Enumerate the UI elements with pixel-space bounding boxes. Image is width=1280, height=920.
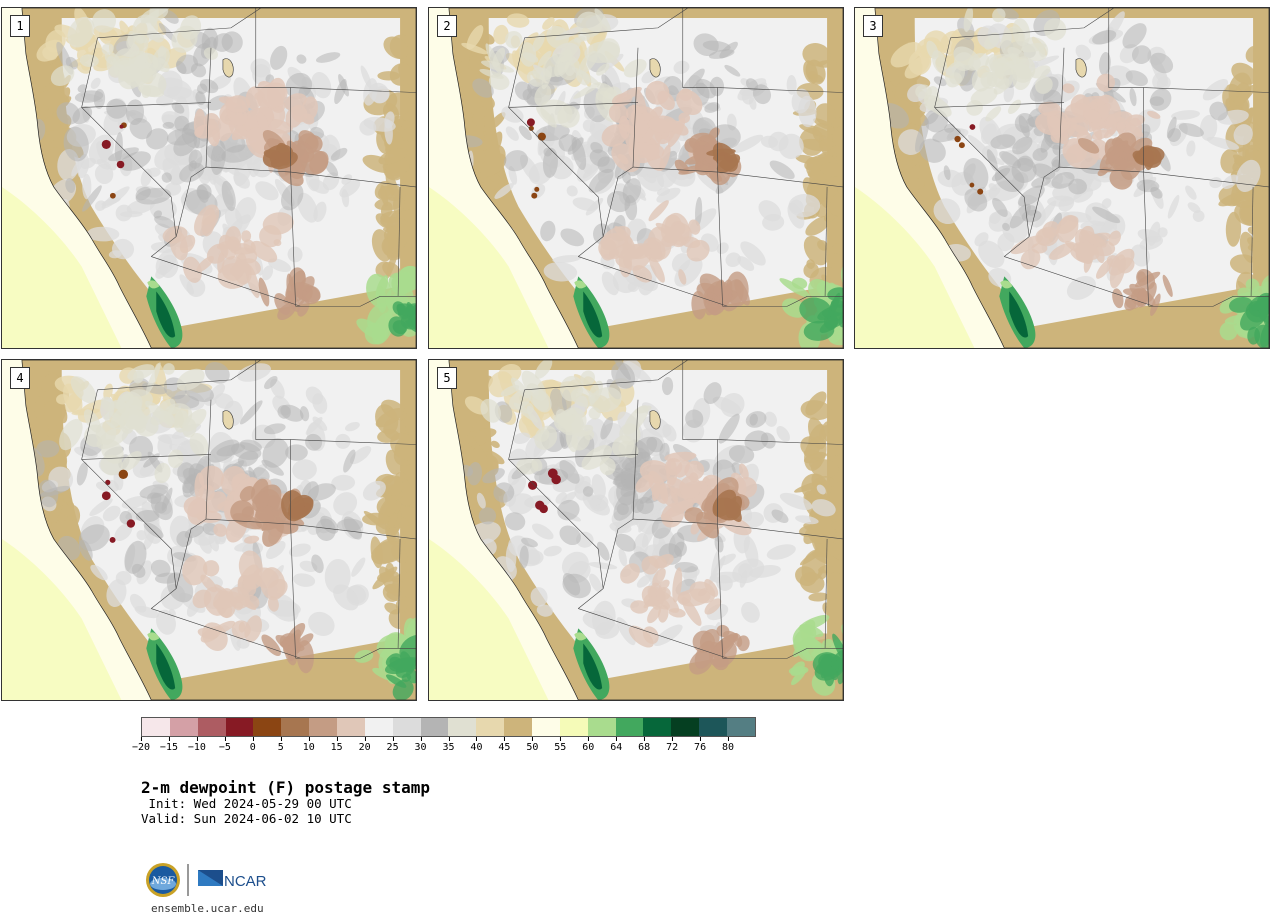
- colorbar-swatch: [169, 718, 198, 736]
- map-panel-1: 1: [1, 7, 417, 349]
- colorbar-tick-label: 15: [331, 737, 343, 753]
- colorbar-tick-label: 55: [554, 737, 566, 753]
- colorbar-tick-label: 68: [638, 737, 650, 753]
- map-panel-2: 2: [428, 7, 844, 349]
- colorbar-swatch: [476, 718, 505, 736]
- colorbar-swatch: [559, 718, 588, 736]
- colorbar-swatch: [281, 718, 310, 736]
- colorbar-tick-label: 5: [278, 737, 284, 753]
- colorbar-tick-label: −10: [188, 737, 206, 753]
- colorbar-swatch: [643, 718, 672, 736]
- colorbar-swatch: [309, 718, 338, 736]
- panel-label: 1: [10, 15, 30, 37]
- colorbar: [141, 717, 756, 737]
- colorbar-swatch: [142, 718, 170, 736]
- colorbar-swatch: [727, 718, 755, 736]
- logos: NSF NCAR: [145, 862, 285, 898]
- ncar-logo-text: NCAR: [224, 873, 267, 890]
- colorbar-tick-label: 35: [442, 737, 455, 753]
- colorbar-swatch: [699, 718, 728, 736]
- colorbar-swatch: [615, 718, 644, 736]
- map-panel-4: 4: [1, 359, 417, 701]
- colorbar-tick-label: 25: [387, 737, 399, 753]
- colorbar-tick-label: −20: [132, 737, 150, 753]
- colorbar-tick-label: 80: [722, 737, 734, 753]
- panel-label: 4: [10, 367, 30, 389]
- colorbar-ticks: −20 −15 −10 −5 0 5 10 15 20 25 30 35 40 45 50 55 60 64 68 7…: [132, 737, 756, 761]
- colorbar-tick-label: 64: [610, 737, 622, 753]
- panel-label: 2: [437, 15, 457, 37]
- map-panel-5: 5: [428, 359, 844, 701]
- dewpoint-map: [2, 8, 416, 348]
- map-panel-3: 3: [854, 7, 1270, 349]
- colorbar-tick-label: 20: [359, 737, 371, 753]
- colorbar-tick-label: 30: [415, 737, 427, 753]
- colorbar-swatch: [420, 718, 449, 736]
- colorbar-swatch: [364, 718, 393, 736]
- ncar-logo: NCAR: [198, 870, 267, 890]
- colorbar-tick-label: 76: [694, 737, 706, 753]
- panel-label: 3: [863, 15, 883, 37]
- colorbar-tick-label: 0: [250, 737, 256, 753]
- colorbar-swatch: [392, 718, 421, 736]
- colorbar-tick-label: 45: [498, 737, 510, 753]
- valid-time: Valid: Sun 2024-06-02 10 UTC: [141, 811, 352, 826]
- colorbar-swatch: [197, 718, 226, 736]
- nsf-logo-text: NSF: [151, 876, 176, 887]
- colorbar-swatch: [504, 718, 533, 736]
- colorbar-swatch: [253, 718, 282, 736]
- colorbar-tick-label: 50: [526, 737, 538, 753]
- colorbar-swatch: [337, 718, 365, 736]
- colorbar-swatch: [225, 718, 254, 736]
- panel-label: 5: [437, 367, 457, 389]
- colorbar-tick-label: −15: [160, 737, 178, 753]
- colorbar-swatch: [532, 718, 560, 736]
- colorbar-tick-label: 10: [303, 737, 315, 753]
- dewpoint-map: [2, 360, 416, 700]
- colorbar-tick-label: −5: [219, 737, 231, 753]
- dewpoint-map: [429, 360, 843, 700]
- colorbar-swatch: [671, 718, 700, 736]
- nsf-logo: NSF: [146, 863, 180, 897]
- colorbar-tick-label: 60: [582, 737, 594, 753]
- dewpoint-map: [429, 8, 843, 348]
- logo-svg: NSF NCAR: [146, 863, 267, 897]
- site-url[interactable]: ensemble.ucar.edu: [151, 902, 264, 915]
- colorbar-tick-label: 72: [666, 737, 678, 753]
- colorbar-swatch: [448, 718, 477, 736]
- init-time: Init: Wed 2024-05-29 00 UTC: [141, 796, 352, 811]
- figure-title: 2-m dewpoint (F) postage stamp: [141, 778, 430, 797]
- dewpoint-map: [855, 8, 1269, 348]
- colorbar-swatch: [587, 718, 616, 736]
- colorbar-tick-label: 40: [470, 737, 482, 753]
